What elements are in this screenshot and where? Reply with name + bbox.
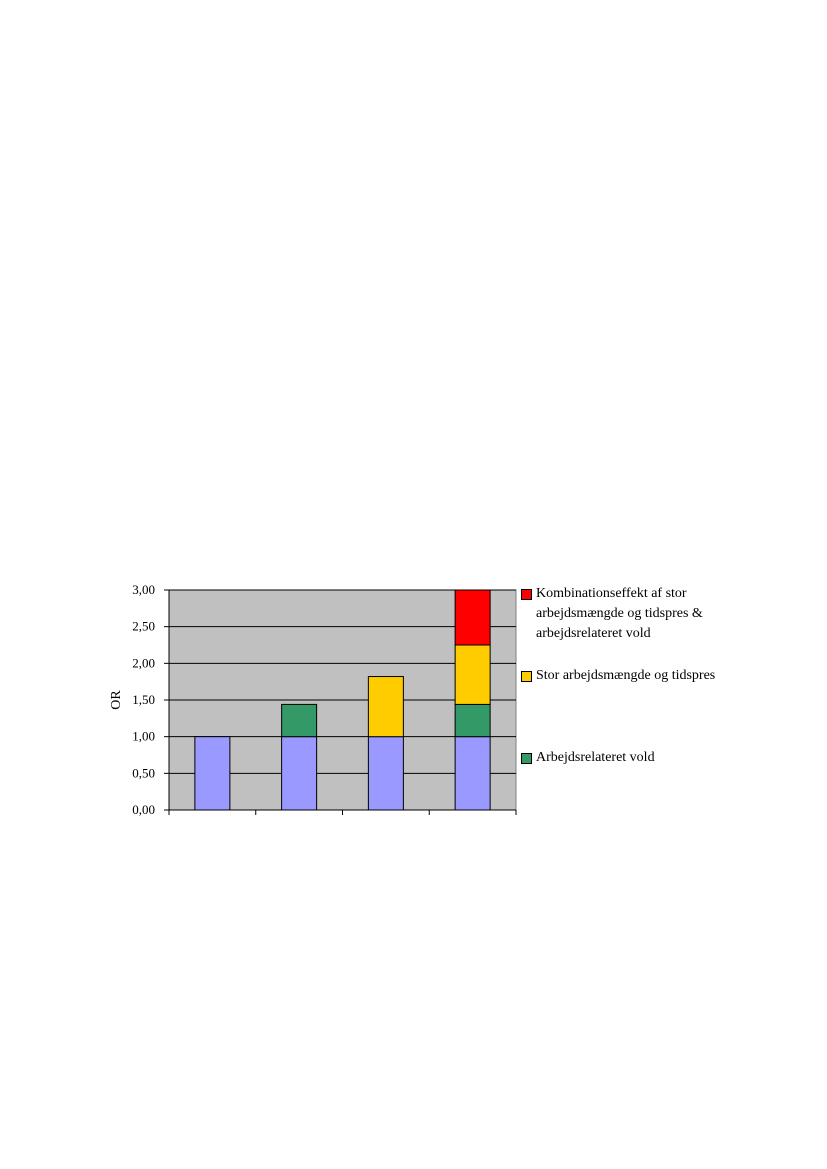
bar-base	[281, 736, 318, 811]
bar-segment-series-1	[454, 644, 491, 705]
y-tick-label: 1,00	[132, 729, 155, 744]
bar-segment-series-1	[367, 676, 404, 738]
y-tick-label: 3,00	[132, 582, 155, 597]
y-tick-label: 0,50	[132, 765, 155, 780]
bar-base	[194, 736, 231, 811]
y-tick-labels: 0,00 0,50 1,00 1,50 2,00 2,50 3,00	[132, 582, 155, 817]
legend-swatch-arbejdsrelateret-vold	[521, 753, 532, 764]
y-axis-label: OR	[109, 690, 124, 710]
bar-segment-series-0	[454, 703, 491, 738]
bar-base	[454, 736, 491, 811]
bar-segment-series-0	[281, 703, 318, 738]
bars	[194, 589, 491, 811]
axes	[164, 589, 517, 815]
bar-base	[367, 736, 404, 811]
y-tick-label: 2,00	[132, 655, 155, 670]
legend-swatch-stor-arbejdsmaengde	[521, 671, 532, 682]
y-tick-label: 1,50	[132, 692, 155, 707]
legend-label-stor-arbejdsmaengde: Stor arbejdsmængde og tidspres	[536, 668, 716, 683]
legend-label-arbejdsrelateret-vold: Arbejdsrelateret vold	[536, 750, 655, 765]
bar-segment-series-2	[454, 589, 491, 646]
y-tick-label: 2,50	[132, 619, 155, 634]
y-tick-label: 0,00	[132, 802, 155, 817]
legend-swatch-kombination	[521, 589, 532, 600]
legend-label-kombination: Kombinationseffekt af stor arbejdsmængde…	[536, 586, 703, 641]
